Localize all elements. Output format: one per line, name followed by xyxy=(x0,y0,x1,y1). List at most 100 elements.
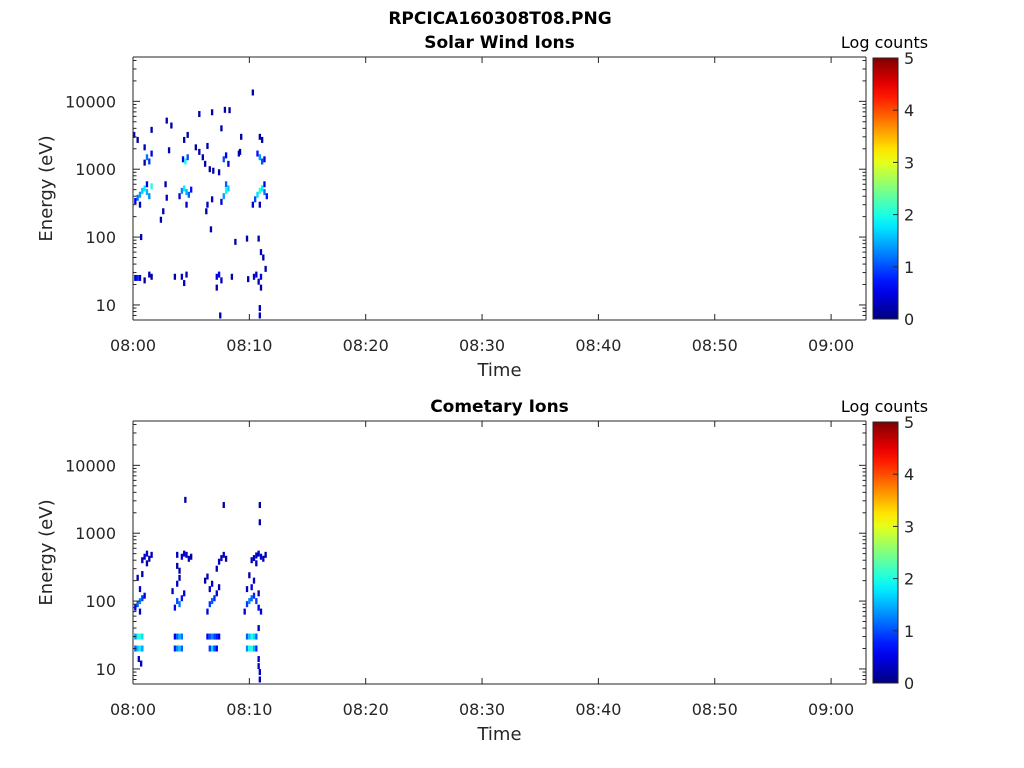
heatmap-cell xyxy=(141,571,144,578)
heatmap-cell xyxy=(137,656,140,663)
heatmap-cell xyxy=(165,194,168,201)
heatmap-cell xyxy=(178,601,181,608)
colorbar-tick-label: 3 xyxy=(904,153,914,172)
heatmap-cell xyxy=(224,181,228,188)
heatmap-cell xyxy=(250,557,253,564)
heatmap-cell xyxy=(208,601,211,608)
heatmap-cell xyxy=(260,136,264,143)
heatmap-cell xyxy=(258,519,261,526)
heatmap-cell xyxy=(210,580,214,587)
heatmap-cell xyxy=(150,150,153,157)
heatmap-cell xyxy=(224,555,228,562)
heatmap-cell xyxy=(139,234,143,241)
heatmap-cell xyxy=(220,198,223,205)
heatmap-cell xyxy=(217,633,221,640)
heatmap-cell xyxy=(255,645,258,652)
heatmap-cell xyxy=(184,496,187,503)
heatmap-cell xyxy=(143,553,146,560)
x-tick-label: 08:10 xyxy=(226,700,272,719)
heatmap-cell xyxy=(210,645,214,652)
heatmap-cell xyxy=(252,273,256,280)
heatmap-cell xyxy=(210,633,214,640)
heatmap-cell xyxy=(217,584,221,591)
heatmap-cell xyxy=(210,196,214,203)
heatmap-cell xyxy=(222,502,225,509)
heatmap-cell xyxy=(184,158,187,165)
heatmap-cell xyxy=(250,584,253,591)
colorbar-tick-label: 1 xyxy=(904,258,914,277)
heatmap-cell xyxy=(209,226,213,233)
heatmap-cell xyxy=(215,284,218,291)
subplot-title: Cometary Ions xyxy=(430,397,569,417)
heatmap-cell xyxy=(257,604,260,611)
heatmap-cell xyxy=(208,633,211,640)
x-tick-label: 08:30 xyxy=(459,336,505,355)
heatmap-cell xyxy=(145,154,149,161)
heatmap-cell xyxy=(263,181,266,188)
colorbar-label: Log counts xyxy=(841,397,928,416)
heatmap-cell xyxy=(224,187,228,194)
heatmap-cell xyxy=(136,274,139,281)
heatmap-cell xyxy=(150,126,153,133)
heatmap-cell xyxy=(224,152,228,159)
heatmap-cell xyxy=(264,551,267,558)
heatmap-cell xyxy=(259,249,263,256)
heatmap-cell xyxy=(136,633,139,640)
heatmap-cell xyxy=(143,144,146,151)
heatmap-cell xyxy=(173,273,177,280)
heatmap-cell xyxy=(138,201,142,208)
heatmap-cell xyxy=(208,166,211,173)
heatmap-cell xyxy=(186,131,189,138)
heatmap-cell xyxy=(255,633,258,640)
heatmap-cell xyxy=(228,107,231,114)
heatmap-cell xyxy=(258,187,261,194)
heatmap-cell xyxy=(186,154,189,161)
colorbar xyxy=(872,421,899,684)
heatmap-cell xyxy=(223,106,227,113)
x-tick-label: 08:40 xyxy=(575,700,621,719)
heatmap-cell xyxy=(171,588,174,595)
heatmap-cell xyxy=(251,201,255,208)
heatmap-cell xyxy=(143,185,146,192)
heatmap-cell xyxy=(183,550,186,557)
heatmap-cell xyxy=(255,560,258,567)
heatmap-cell xyxy=(187,555,191,562)
heatmap-cell xyxy=(258,502,261,509)
heatmap-cell xyxy=(208,645,211,652)
heatmap-cell xyxy=(206,573,209,580)
heatmap-cell xyxy=(217,169,221,176)
heatmap-cell xyxy=(185,189,188,196)
heatmap-cell xyxy=(190,553,193,560)
heatmap-cell xyxy=(257,590,260,597)
y-tick-label: 10000 xyxy=(65,92,116,111)
heatmap-cell xyxy=(205,208,208,215)
y-tick-label: 10000 xyxy=(65,456,116,475)
panel-solar-wind-ions: Solar Wind Ions 08:00 08:10 08:20 08:30 08:40… xyxy=(36,33,928,381)
heatmap-cell xyxy=(167,147,171,154)
heatmap-cell xyxy=(262,254,265,261)
heatmap-cell xyxy=(180,187,184,194)
heatmap-cell xyxy=(143,592,146,599)
heatmap-cell xyxy=(248,633,251,640)
heatmap-cell xyxy=(180,553,184,560)
heatmap-cell xyxy=(237,150,241,157)
heatmap-cell xyxy=(176,562,179,569)
heatmap-cell xyxy=(136,601,139,608)
heatmap-cell xyxy=(255,552,258,559)
heatmap-cell xyxy=(145,550,149,557)
x-tick-label: 08:00 xyxy=(110,700,156,719)
heatmap-cell xyxy=(180,595,184,602)
heatmap-cell xyxy=(215,590,218,597)
heatmap-cell xyxy=(251,89,255,96)
heatmap-cell xyxy=(252,592,256,599)
heatmap-cells xyxy=(134,496,267,683)
heatmap-cell xyxy=(148,158,151,165)
heatmap-cell xyxy=(240,133,243,140)
heatmap-cell xyxy=(252,645,256,652)
heatmap-cell xyxy=(260,185,264,192)
heatmap-cell xyxy=(145,181,149,188)
x-tick-label: 08:20 xyxy=(343,700,389,719)
x-tick-label: 08:20 xyxy=(343,336,389,355)
heatmap-cell xyxy=(183,590,186,597)
